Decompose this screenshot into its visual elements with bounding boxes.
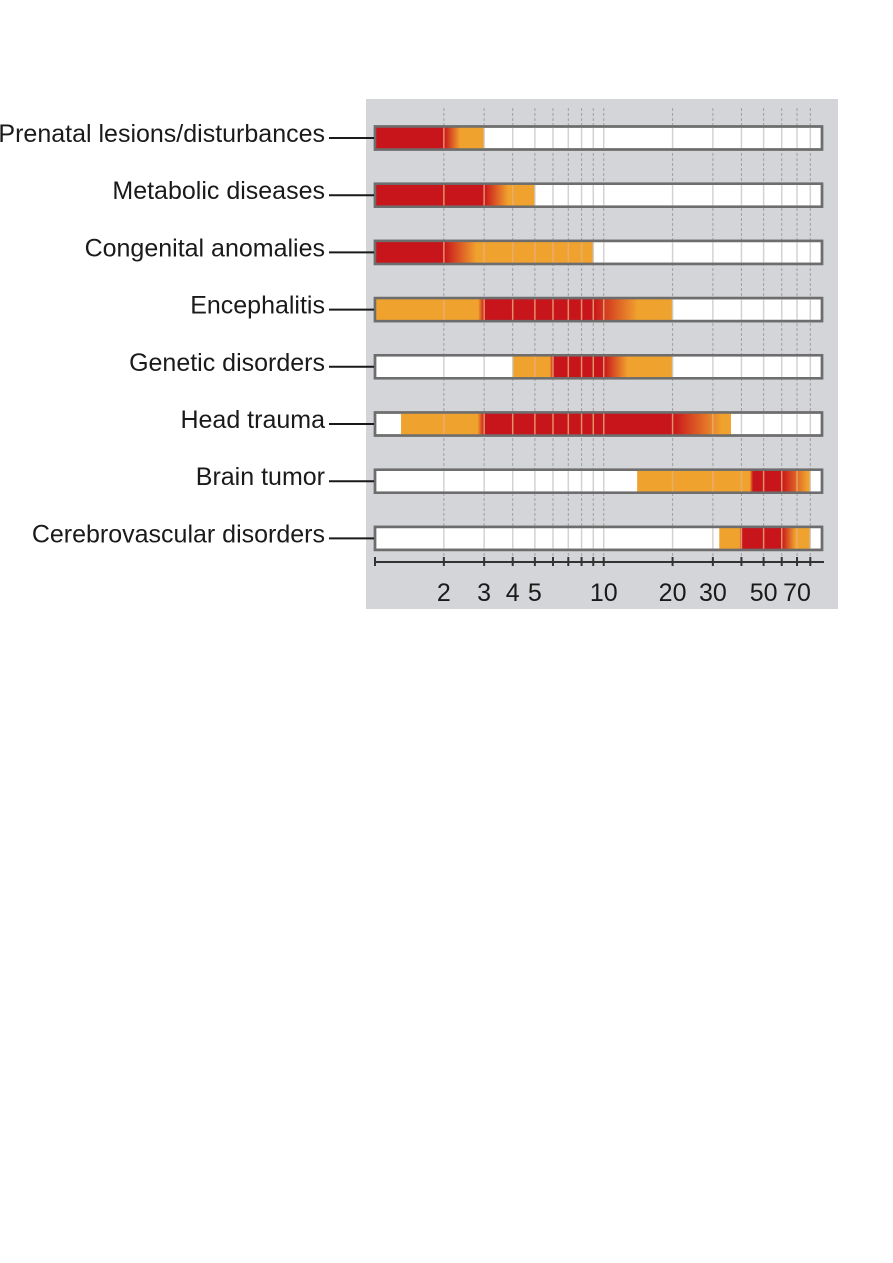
x-tick-label: 5 [528, 579, 542, 607]
bar-range [375, 126, 485, 150]
x-tick-label: 2 [437, 579, 451, 607]
x-axis: 2 3 4 5 10 20 30 50 70 [374, 557, 824, 607]
category-label: Genetic disorders [129, 349, 325, 377]
category-label: Metabolic diseases [112, 177, 325, 205]
bar-range [375, 183, 535, 207]
category-label: Encephalitis [190, 292, 325, 320]
bar-outline [373, 411, 824, 437]
category-label: Cerebrovascular disorders [32, 520, 325, 548]
x-tick-label: 70 [783, 579, 811, 607]
x-tick-label: 30 [699, 579, 727, 607]
bar-outline [373, 125, 824, 151]
bar-outline [373, 354, 824, 380]
bar-outline [373, 182, 824, 208]
category-label: Brain tumor [196, 463, 325, 491]
bar-outline [373, 296, 824, 323]
x-tick-label: 50 [750, 579, 778, 607]
bar-range [637, 469, 811, 493]
bar-range [375, 298, 673, 322]
bar-outline [373, 525, 824, 552]
category-label: Prenatal lesions/disturbances [0, 120, 325, 148]
bars [373, 125, 824, 552]
bar-outline [373, 239, 824, 266]
bar-range [401, 412, 731, 436]
category-label: Head trauma [180, 406, 325, 434]
x-tick-label: 20 [659, 579, 687, 607]
category-labels: Prenatal lesions/disturbances Metabolic d… [0, 120, 374, 548]
category-label: Congenital anomalies [85, 234, 325, 262]
x-tick-label: 3 [477, 579, 491, 607]
x-tick-label: 10 [590, 579, 618, 607]
x-tick-label: 4 [506, 579, 520, 607]
bar-outline [373, 468, 824, 494]
